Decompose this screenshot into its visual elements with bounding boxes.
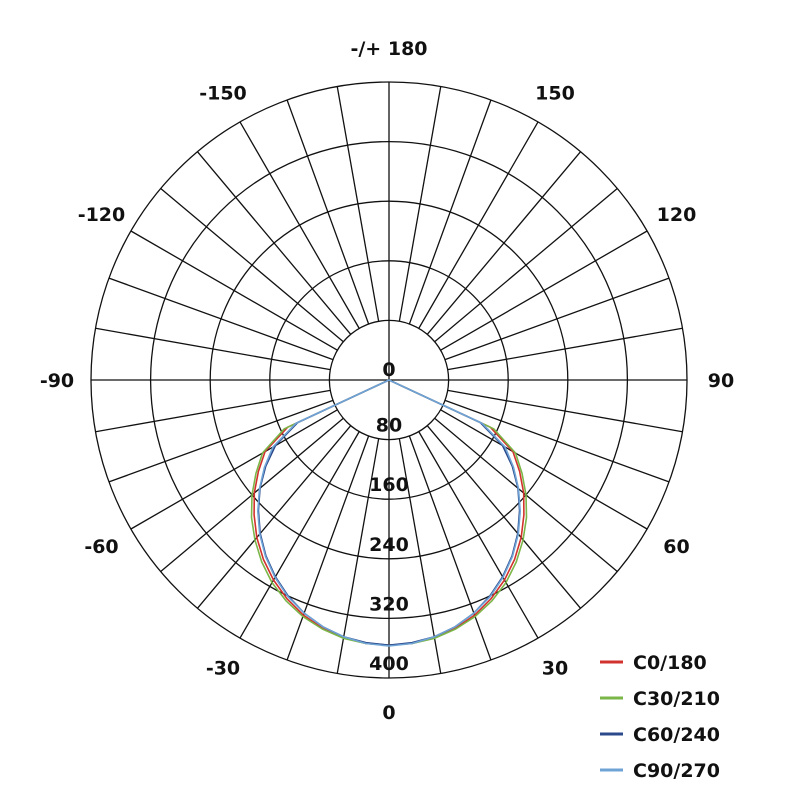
spoke-30 — [418, 431, 539, 639]
spoke-110 — [444, 277, 670, 361]
angle-label: -150 — [199, 82, 247, 104]
angle-label: -60 — [84, 536, 118, 558]
angle-label: -/+ 180 — [350, 38, 427, 60]
spoke-160 — [408, 99, 492, 325]
legend-label: C90/270 — [633, 760, 720, 782]
spoke-60 — [440, 409, 648, 530]
angle-label: 120 — [657, 204, 697, 226]
spoke--80 — [95, 389, 331, 433]
series-line-C90/270 — [256, 379, 522, 647]
spoke-150 — [418, 121, 539, 329]
angle-label: 150 — [535, 82, 575, 104]
angle-labels: -/+ 180 150 -150 120 -120 90 -90 60 -60 30 -30 0 — [40, 38, 734, 724]
legend-label: C60/240 — [633, 724, 720, 746]
radial-label: 0 — [382, 359, 395, 381]
angle-label: 90 — [708, 370, 734, 392]
spoke--20 — [286, 435, 370, 661]
spoke--10 — [336, 438, 380, 674]
polar-grid — [90, 81, 688, 679]
spoke-120 — [440, 230, 648, 351]
spoke-10 — [398, 438, 442, 674]
angle-label: -30 — [206, 658, 240, 680]
radial-label: 160 — [369, 474, 409, 496]
legend-label: C0/180 — [633, 652, 707, 674]
angle-label: 30 — [542, 658, 568, 680]
radial-label: 240 — [369, 534, 409, 556]
angle-label: -120 — [78, 204, 126, 226]
spoke--110 — [108, 277, 334, 361]
spoke-70 — [444, 399, 670, 483]
spoke-140 — [426, 151, 582, 335]
spoke--40 — [196, 425, 352, 609]
spoke-130 — [434, 187, 618, 343]
radial-label: 400 — [369, 653, 409, 675]
angle-label: 60 — [663, 536, 689, 558]
spoke--170 — [336, 86, 380, 322]
legend: C0/180 C30/210 C60/240 C90/270 — [600, 652, 720, 782]
spoke-100 — [447, 327, 683, 371]
spoke--30 — [239, 431, 360, 639]
spoke--160 — [286, 99, 370, 325]
spoke-170 — [398, 86, 442, 322]
radial-labels: 0 80 160 240 320 400 — [369, 359, 409, 675]
spoke--120 — [130, 230, 338, 351]
angle-label: 0 — [382, 702, 395, 724]
spoke--150 — [239, 121, 360, 329]
angle-label: -90 — [40, 370, 74, 392]
curves — [250, 379, 528, 647]
spoke-40 — [426, 425, 582, 609]
spoke-80 — [447, 389, 683, 433]
spoke--130 — [160, 187, 344, 343]
spoke--100 — [95, 327, 331, 371]
spoke--70 — [108, 399, 334, 483]
spoke-20 — [408, 435, 492, 661]
spoke--60 — [130, 409, 338, 530]
radial-label: 80 — [376, 415, 402, 437]
legend-label: C30/210 — [633, 688, 720, 710]
spoke--140 — [196, 151, 352, 335]
radial-label: 320 — [369, 593, 409, 615]
